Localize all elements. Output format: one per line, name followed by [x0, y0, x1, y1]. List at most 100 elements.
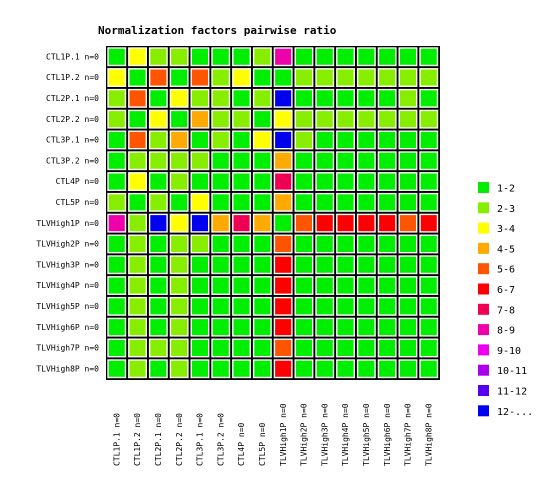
heatmap-cell	[232, 213, 252, 233]
heatmap-cell	[356, 109, 376, 129]
heatmap-cell	[336, 151, 355, 171]
legend-swatch	[478, 242, 489, 254]
heatmap-cell	[294, 109, 314, 129]
heatmap-cell	[356, 47, 376, 67]
heatmap-cell	[211, 296, 231, 316]
heatmap-cell	[169, 88, 189, 108]
heatmap-cell	[315, 68, 335, 88]
heatmap-cell	[398, 338, 418, 358]
heatmap-cell	[336, 109, 355, 129]
heatmap-cell	[315, 359, 335, 379]
heatmap-cell	[273, 255, 293, 275]
heatmap-cell	[169, 109, 189, 129]
heatmap-cell	[273, 213, 293, 233]
legend-label: 10-11	[497, 366, 527, 377]
column-label: TLVHigh2P n=0	[300, 403, 309, 466]
heatmap-cell	[336, 338, 355, 358]
legend-swatch	[478, 405, 489, 417]
heatmap-cell	[356, 255, 376, 275]
heatmap-cell	[148, 47, 168, 67]
heatmap-cell	[190, 213, 210, 233]
heatmap-cell	[398, 109, 418, 129]
heatmap-cell	[190, 276, 210, 295]
legend-swatch	[478, 283, 489, 295]
heatmap-cell	[377, 338, 397, 358]
heatmap-cell	[190, 109, 210, 129]
heatmap-cell	[148, 255, 168, 275]
heatmap-cell	[232, 255, 252, 275]
heatmap-cell	[336, 130, 355, 150]
heatmap-cell	[356, 359, 376, 379]
heatmap-cell	[107, 130, 127, 150]
row-label: TLVHigh2P n=0	[36, 240, 99, 249]
heatmap-cell	[252, 109, 272, 129]
column-label: TLVHigh8P n=0	[424, 403, 433, 466]
heatmap-cell	[419, 109, 439, 129]
heatmap-cell	[128, 234, 148, 254]
legend-swatch	[478, 263, 489, 275]
heatmap-cell	[273, 359, 293, 379]
heatmap-cell	[398, 151, 418, 171]
heatmap-cell	[107, 317, 127, 337]
heatmap-cell	[294, 192, 314, 212]
heatmap-cell	[252, 255, 272, 275]
heatmap-cell	[128, 172, 148, 192]
legend-label: 4-5	[497, 244, 515, 255]
heatmap-cell	[252, 338, 272, 358]
legend-label: 11-12	[497, 387, 527, 398]
heatmap-cell	[398, 192, 418, 212]
heatmap-cell	[107, 296, 127, 316]
heatmap-cell	[107, 151, 127, 171]
heatmap-cell	[273, 338, 293, 358]
heatmap-cell	[107, 109, 127, 129]
heatmap-cell	[107, 359, 127, 379]
column-label: CTL3P.2 n=0	[216, 413, 225, 466]
heatmap-cell	[294, 234, 314, 254]
heatmap-cell	[398, 359, 418, 379]
heatmap-cell	[336, 213, 355, 233]
heatmap-cell	[148, 213, 168, 233]
heatmap-cell	[336, 255, 355, 275]
legend-label: 2-3	[497, 204, 515, 215]
column-label: TLVHigh6P n=0	[383, 403, 392, 466]
heatmap-cell	[336, 172, 355, 192]
heatmap-cell	[315, 47, 335, 67]
heatmap-cell	[128, 317, 148, 337]
heatmap-cell	[356, 296, 376, 316]
heatmap-cell	[190, 172, 210, 192]
heatmap-cell	[232, 192, 252, 212]
heatmap-cell	[294, 296, 314, 316]
heatmap-cell	[398, 296, 418, 316]
row-label: CTL2P.1 n=0	[46, 94, 99, 103]
heatmap-cell	[252, 88, 272, 108]
heatmap-cell	[148, 68, 168, 88]
heatmap-cell	[252, 359, 272, 379]
heatmap-cell	[128, 109, 148, 129]
heatmap-cell	[273, 234, 293, 254]
heatmap-cell	[377, 151, 397, 171]
heatmap-cell	[148, 276, 168, 295]
heatmap-cell	[377, 234, 397, 254]
heatmap-cell	[398, 130, 418, 150]
heatmap-cell	[419, 47, 439, 67]
heatmap-cell	[232, 359, 252, 379]
heatmap-cell	[252, 172, 272, 192]
heatmap-cell	[315, 172, 335, 192]
row-label: CTL2P.2 n=0	[46, 115, 99, 124]
column-label: TLVHigh4P n=0	[341, 403, 350, 466]
heatmap-cell	[107, 255, 127, 275]
row-label: CTL1P.1 n=0	[46, 52, 99, 61]
heatmap-cell	[315, 338, 335, 358]
heatmap-cell	[398, 68, 418, 88]
heatmap-cell	[232, 296, 252, 316]
heatmap-cell	[294, 130, 314, 150]
heatmap-cell	[419, 151, 439, 171]
heatmap-cell	[128, 338, 148, 358]
heatmap-cell	[232, 151, 252, 171]
heatmap-cell	[148, 88, 168, 108]
heatmap-cell	[336, 192, 355, 212]
heatmap-cell	[252, 151, 272, 171]
heatmap-cell	[107, 276, 127, 295]
heatmap-cell	[315, 296, 335, 316]
heatmap-cell	[232, 172, 252, 192]
